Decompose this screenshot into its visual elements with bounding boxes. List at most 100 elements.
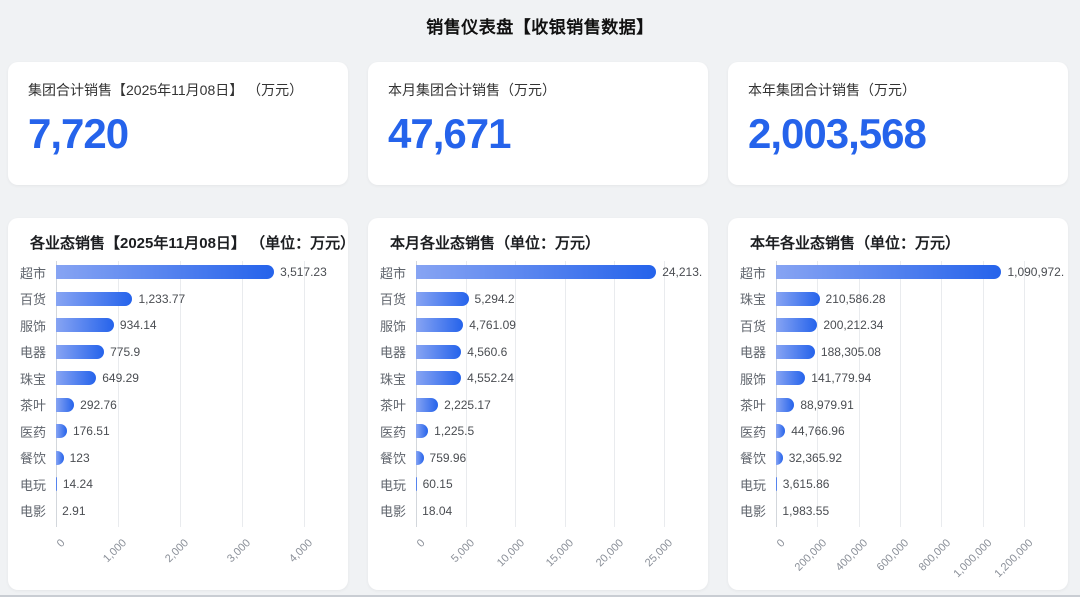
value-label: 176.51 bbox=[72, 424, 110, 439]
bar[interactable] bbox=[776, 450, 783, 465]
y-axis-line bbox=[416, 261, 417, 527]
category-label: 珠宝 bbox=[740, 292, 767, 308]
bar-row: 珠宝 649.29 bbox=[20, 365, 348, 392]
page-title: 销售仪表盘【收银销售数据】 bbox=[426, 18, 654, 37]
bar[interactable] bbox=[416, 344, 462, 359]
bar-track: 3,615.86 bbox=[776, 477, 1024, 492]
value-label: 14.24 bbox=[62, 477, 93, 492]
bar-track: 188,305.08 bbox=[776, 344, 1024, 359]
bar-track: 2,225.17 bbox=[416, 397, 664, 412]
charts-row: 各业态销售【2025年11月08日】 （单位：万元） 超市 3,517.23 百货 1… bbox=[0, 218, 1080, 590]
x-axis-tick-label: 800,000 bbox=[916, 537, 953, 574]
bar-track: 4,761.09 bbox=[416, 318, 664, 333]
chart-gridlines bbox=[776, 261, 1025, 527]
x-axis-tick-label: 200,000 bbox=[792, 537, 829, 574]
bar[interactable] bbox=[776, 344, 815, 359]
gridline bbox=[564, 261, 566, 527]
bar[interactable] bbox=[416, 450, 424, 465]
bar-track: 775.9 bbox=[56, 344, 304, 359]
bar-track: 1,090,972. bbox=[776, 265, 1064, 280]
bar[interactable] bbox=[416, 291, 469, 306]
bar-track: 44,766.96 bbox=[776, 424, 1024, 439]
bar-track: 4,560.6 bbox=[416, 344, 664, 359]
bar-row: 超市 1,090,972. bbox=[740, 259, 1068, 286]
bar-chart-daily: 超市 3,517.23 百货 1,233.77 服饰 934.14 电器 775.9 珠宝 649… bbox=[8, 259, 348, 577]
bar-row: 超市 3,517.23 bbox=[20, 259, 348, 286]
bar-track: 123 bbox=[56, 450, 304, 465]
gridline bbox=[664, 261, 665, 527]
x-axis-tick-label: 1,000 bbox=[101, 537, 130, 565]
bar[interactable] bbox=[416, 477, 417, 492]
bar[interactable] bbox=[416, 265, 657, 280]
value-label: 24,213. bbox=[662, 265, 703, 280]
bar-row: 餐饮 32,365.92 bbox=[740, 445, 1068, 472]
bar[interactable] bbox=[416, 371, 462, 386]
bar-track: 24,213. bbox=[416, 265, 702, 280]
bar[interactable] bbox=[56, 450, 64, 465]
bar[interactable] bbox=[776, 477, 777, 492]
bar[interactable] bbox=[776, 318, 818, 333]
bar[interactable] bbox=[56, 318, 114, 333]
bar[interactable] bbox=[776, 265, 1002, 280]
category-label: 电影 bbox=[380, 504, 407, 520]
value-label: 934.14 bbox=[119, 318, 157, 333]
bar[interactable] bbox=[416, 397, 439, 412]
value-label: 759.96 bbox=[429, 450, 467, 465]
value-label: 4,552.24 bbox=[467, 371, 514, 386]
bar-track: 88,979.91 bbox=[776, 397, 1024, 412]
x-axis-tick-label: 10,000 bbox=[494, 537, 527, 570]
kpi-row: 集团合计销售【2025年11月08日】 （万元） 7,720 本月集团合计销售（… bbox=[0, 62, 1080, 185]
y-axis-line bbox=[56, 261, 57, 527]
category-label: 餐饮 bbox=[380, 451, 407, 467]
bar[interactable] bbox=[56, 344, 105, 359]
x-axis-tick-label: 0 bbox=[774, 537, 788, 550]
bar-row: 百货 1,233.77 bbox=[20, 286, 348, 313]
bar-track: 176.51 bbox=[56, 424, 304, 439]
kpi-card-year-total: 本年集团合计销售（万元） 2,003,568 bbox=[728, 62, 1068, 185]
bar[interactable] bbox=[56, 371, 97, 386]
bar-track: 3,517.23 bbox=[56, 265, 327, 280]
bar-row: 医药 176.51 bbox=[20, 418, 348, 445]
x-axis-tick-label: 0 bbox=[54, 537, 68, 550]
category-label: 电玩 bbox=[380, 477, 407, 493]
value-label: 60.15 bbox=[422, 477, 453, 492]
gridline bbox=[1024, 261, 1025, 527]
bar-track: 14.24 bbox=[56, 477, 304, 492]
bar[interactable] bbox=[776, 371, 806, 386]
bar[interactable] bbox=[56, 477, 57, 492]
category-label: 茶叶 bbox=[20, 398, 47, 414]
category-label: 珠宝 bbox=[380, 371, 407, 387]
bar-row: 服饰 4,761.09 bbox=[380, 312, 708, 339]
chart-card-month: 本月各业态销售（单位：万元） 超市 24,213. 百货 5,294.2 服饰 4,761… bbox=[368, 218, 708, 590]
category-label: 电影 bbox=[20, 504, 47, 520]
value-label: 4,560.6 bbox=[467, 344, 508, 359]
gridline bbox=[515, 261, 517, 527]
bar[interactable] bbox=[56, 424, 67, 439]
category-label: 医药 bbox=[740, 424, 767, 440]
bar-row: 医药 44,766.96 bbox=[740, 418, 1068, 445]
kpi-value: 2,003,568 bbox=[748, 110, 927, 157]
value-label: 2.91 bbox=[62, 503, 86, 518]
bar-row: 珠宝 4,552.24 bbox=[380, 365, 708, 392]
bar[interactable] bbox=[776, 397, 795, 412]
bar[interactable] bbox=[416, 318, 464, 333]
bar[interactable] bbox=[56, 265, 275, 280]
bar-row: 医药 1,225.5 bbox=[380, 418, 708, 445]
kpi-label: 本月集团合计销售（万元） bbox=[388, 82, 556, 98]
bar-chart-month: 超市 24,213. 百货 5,294.2 服饰 4,761.09 电器 4,560.6 珠宝 4… bbox=[368, 259, 708, 577]
bar[interactable] bbox=[56, 291, 133, 306]
chart-title: 各业态销售【2025年11月08日】 （单位：万元） bbox=[30, 235, 348, 252]
bar-row: 电器 775.9 bbox=[20, 339, 348, 366]
gridline bbox=[465, 261, 467, 527]
bar-track: 5,294.2 bbox=[416, 291, 664, 306]
bar[interactable] bbox=[416, 424, 429, 439]
bar[interactable] bbox=[776, 291, 820, 306]
category-label: 茶叶 bbox=[740, 398, 767, 414]
bar[interactable] bbox=[56, 397, 75, 412]
x-axis: 0 1,000 2,000 3,000 4,000 bbox=[54, 531, 316, 575]
bar-track: 1,233.77 bbox=[56, 291, 304, 306]
value-label: 210,586.28 bbox=[825, 291, 886, 306]
x-axis-tick-label: 600,000 bbox=[874, 537, 912, 574]
bar[interactable] bbox=[776, 424, 786, 439]
chart-gridlines bbox=[416, 261, 665, 527]
